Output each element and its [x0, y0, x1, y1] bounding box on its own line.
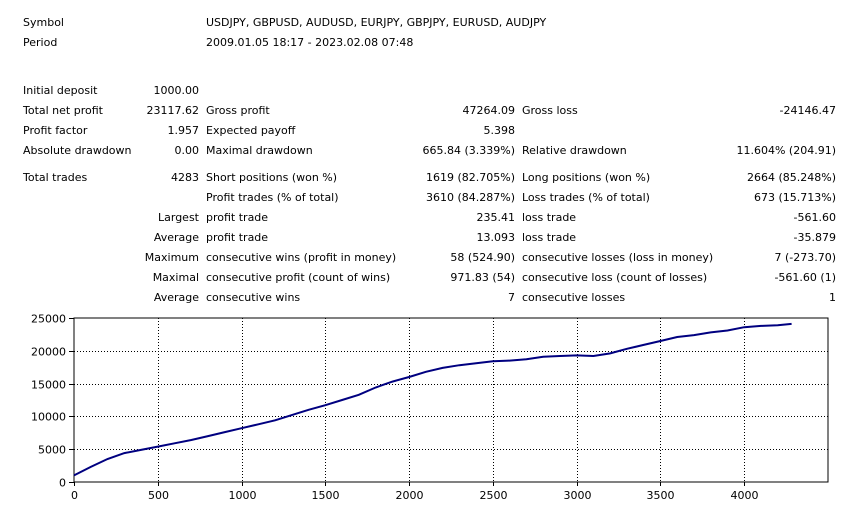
period-label: Period [23, 36, 58, 49]
gross-loss-value: -24146.47 [779, 104, 836, 117]
y-tick-label: 5000 [38, 444, 66, 457]
y-tick-label: 25000 [31, 313, 66, 326]
average-profit-value: 13.093 [476, 231, 516, 244]
y-tick-label: 0 [59, 477, 66, 490]
long-positions-label: Long positions (won %) [522, 171, 651, 184]
chart-grid [74, 318, 828, 482]
expected-payoff-label: Expected payoff [206, 124, 296, 137]
maximal-cons-loss-value: -561.60 (1) [774, 271, 836, 284]
period-value: 2009.01.05 18:17 - 2023.02.08 07:48 [206, 36, 414, 49]
absolute-drawdown-value: 0.00 [174, 144, 200, 157]
x-tick-label: 4000 [731, 489, 759, 502]
profit-trades-label: Profit trades (% of total) [206, 191, 339, 204]
long-positions-value: 2664 (85.248%) [746, 171, 836, 184]
absolute-drawdown-label: Absolute drawdown [23, 144, 132, 157]
relative-drawdown-value: 11.604% (204.91) [736, 144, 836, 157]
chart-axes: 0 500 1000 1500 2000 2500 3000 3500 4000 0 5000 100… [31, 313, 759, 503]
symbol-label: Symbol [23, 16, 64, 29]
profit-factor-label: Profit factor [23, 124, 88, 137]
largest-profit-label: profit trade [206, 211, 269, 224]
maximal-cons-loss-label: consecutive loss (count of losses) [522, 271, 708, 284]
y-tick-label: 20000 [31, 346, 66, 359]
gross-profit-label: Gross profit [206, 104, 270, 117]
x-tick-label: 3000 [564, 489, 592, 502]
x-tick-label: 2500 [480, 489, 508, 502]
loss-trades-value: 673 (15.713%) [753, 191, 836, 204]
average-profit-label: profit trade [206, 231, 269, 244]
profit-trades-value: 3610 (84.287%) [425, 191, 515, 204]
average2-label: Average [153, 291, 199, 304]
maximum-label: Maximum [144, 251, 199, 264]
y-tick-label: 10000 [31, 411, 66, 424]
avg-cons-losses-value: 1 [829, 291, 836, 304]
expected-payoff-value: 5.398 [483, 124, 516, 137]
total-trades-label: Total trades [23, 171, 88, 184]
profit-factor-value: 1.957 [167, 124, 200, 137]
total-net-profit-label: Total net profit [23, 104, 103, 117]
short-positions-value: 1619 (82.705%) [425, 171, 515, 184]
chart-plot-border [73, 317, 829, 483]
max-cons-wins-value: 58 (524.90) [450, 251, 515, 264]
max-cons-losses-value: 7 (-273.70) [774, 251, 836, 264]
largest-profit-value: 235.41 [476, 211, 516, 224]
average-label: Average [153, 231, 199, 244]
initial-deposit-value: 1000.00 [153, 84, 200, 97]
total-net-profit-value: 23117.62 [146, 104, 200, 117]
maximal-label: Maximal [152, 271, 199, 284]
total-trades-value: 4283 [171, 171, 199, 184]
initial-deposit-label: Initial deposit [23, 84, 98, 97]
x-tick-label: 500 [148, 489, 169, 502]
average-loss-value: -35.879 [793, 231, 836, 244]
avg-cons-wins-value: 7 [508, 291, 515, 304]
maximal-cons-profit-value: 971.83 (54) [450, 271, 515, 284]
gross-loss-label: Gross loss [522, 104, 578, 117]
x-tick-label: 3500 [647, 489, 675, 502]
loss-trades-label: Loss trades (% of total) [522, 191, 650, 204]
y-tick-label: 15000 [31, 379, 66, 392]
maximal-cons-profit-label: consecutive profit (count of wins) [206, 271, 391, 284]
gross-profit-value: 47264.09 [462, 104, 516, 117]
short-positions-label: Short positions (won %) [206, 171, 338, 184]
balance-line [73, 322, 792, 477]
largest-loss-value: -561.60 [793, 211, 836, 224]
avg-cons-losses-label: consecutive losses [522, 291, 626, 304]
max-cons-losses-label: consecutive losses (loss in money) [522, 251, 714, 264]
x-tick-label: 0 [71, 489, 78, 502]
x-tick-label: 1000 [229, 489, 257, 502]
largest-loss-label: loss trade [522, 211, 577, 224]
max-cons-wins-label: consecutive wins (profit in money) [206, 251, 397, 264]
x-tick-label: 2000 [396, 489, 424, 502]
largest-label: Largest [158, 211, 199, 224]
avg-cons-wins-label: consecutive wins [206, 291, 301, 304]
x-tick-label: 1500 [312, 489, 340, 502]
symbol-value: USDJPY, GBPUSD, AUDUSD, EURJPY, GBPJPY, … [206, 16, 547, 29]
average-loss-label: loss trade [522, 231, 577, 244]
maximal-drawdown-label: Maximal drawdown [206, 144, 313, 157]
maximal-drawdown-value: 665.84 (3.339%) [422, 144, 515, 157]
relative-drawdown-label: Relative drawdown [522, 144, 627, 157]
